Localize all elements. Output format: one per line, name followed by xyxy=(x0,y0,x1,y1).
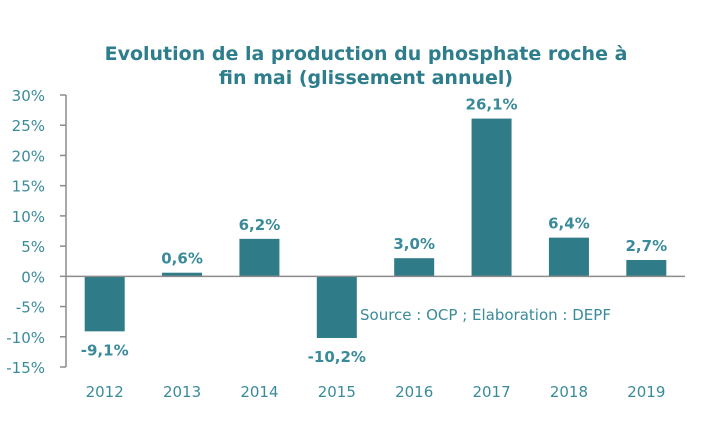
bar-2018 xyxy=(548,237,589,277)
x-tick-label: 2017 xyxy=(472,383,510,401)
data-label-2013: 0,6% xyxy=(161,250,203,268)
bar-2015 xyxy=(316,276,357,338)
y-tick-label: 5% xyxy=(21,238,45,256)
x-tick-label: 2015 xyxy=(318,383,356,401)
x-tick-label: 2019 xyxy=(627,383,665,401)
x-tick-label: 2018 xyxy=(550,383,588,401)
data-label-2015: -10,2% xyxy=(308,348,366,366)
chart-title-line-1: Evolution de la production du phosphate … xyxy=(105,43,628,65)
bar-2019 xyxy=(626,260,667,277)
y-tick-label: 0% xyxy=(21,268,45,286)
y-tick-label: 25% xyxy=(12,117,45,135)
x-tick-label: 2014 xyxy=(240,383,278,401)
x-tick-label: 2013 xyxy=(163,383,201,401)
data-label-2014: 6,2% xyxy=(239,216,281,234)
y-tick-label: 30% xyxy=(12,87,45,105)
bar-2012 xyxy=(84,276,125,332)
y-tick-label: -5% xyxy=(16,299,45,317)
bar-2014 xyxy=(239,238,280,277)
bar-2013 xyxy=(162,272,203,277)
source-annotation: Source : OCP ; Elaboration : DEPF xyxy=(360,306,611,324)
data-label-2018: 6,4% xyxy=(548,215,590,233)
x-tick-label: 2012 xyxy=(86,383,124,401)
y-tick-label: -10% xyxy=(6,329,45,347)
data-label-2019: 2,7% xyxy=(626,237,668,255)
data-label-2012: -9,1% xyxy=(81,341,129,359)
x-tick-label: 2016 xyxy=(395,383,433,401)
y-tick-label: 20% xyxy=(12,147,45,165)
bar-2017 xyxy=(471,118,512,277)
y-tick-label: 10% xyxy=(12,208,45,226)
y-tick-label: 15% xyxy=(12,178,45,196)
data-label-2016: 3,0% xyxy=(393,235,435,253)
chart-title-line-2: fin mai (glissement annuel) xyxy=(219,67,513,89)
data-label-2017: 26,1% xyxy=(466,96,518,114)
y-tick-label: -15% xyxy=(6,359,45,377)
bar-2016 xyxy=(394,258,435,277)
